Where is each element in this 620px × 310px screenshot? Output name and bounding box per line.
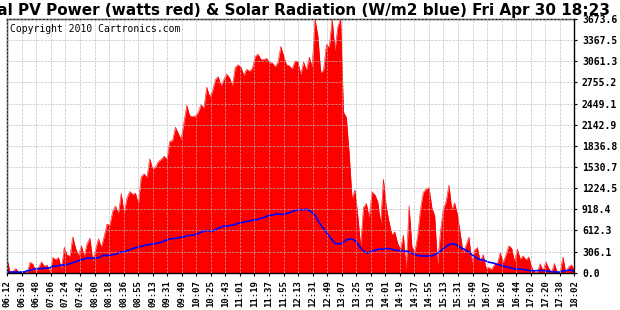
Text: Copyright 2010 Cartronics.com: Copyright 2010 Cartronics.com: [10, 24, 180, 34]
Title: Total PV Power (watts red) & Solar Radiation (W/m2 blue) Fri Apr 30 18:23: Total PV Power (watts red) & Solar Radia…: [0, 3, 610, 18]
